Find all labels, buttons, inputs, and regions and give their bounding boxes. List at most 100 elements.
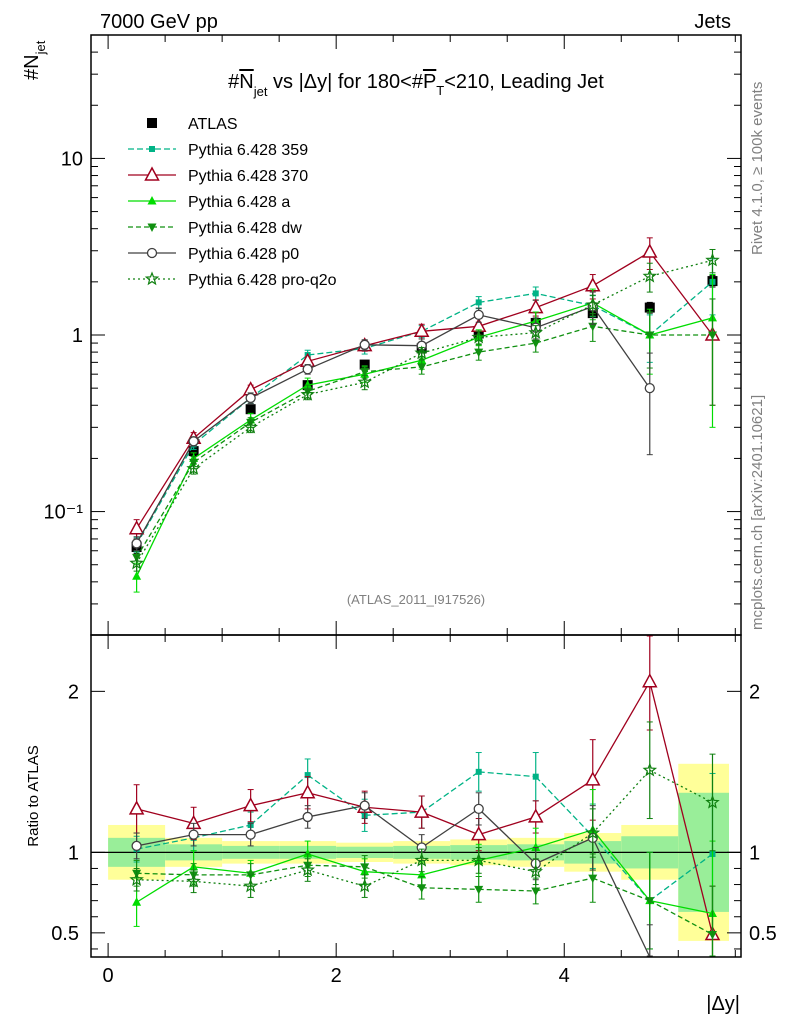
ratio-line-segment: [136, 837, 194, 850]
ratio-line-segment: [649, 900, 713, 915]
data-point: [642, 268, 658, 283]
ratio-data-point: [299, 784, 316, 799]
ratio-data-point: [531, 887, 541, 896]
legend-label: ATLAS: [188, 116, 238, 133]
ratio-line-segment: [193, 824, 251, 839]
ratio-line-segment: [307, 792, 365, 808]
ratio-line-segment: [592, 877, 651, 902]
chart-title: #Njet vs |Δy| for 180<#PT<210, Leading J…: [228, 71, 604, 99]
series-line: [136, 305, 651, 544]
data-point: [528, 325, 543, 339]
ratio-line-segment: [307, 869, 365, 887]
ratio-line-segment: [592, 837, 650, 957]
ratio-series-pythia-6-428-dw: [132, 851, 717, 957]
side-caption-mcplots: mcplots.cern.ch [arXiv:2401.10621]: [749, 395, 766, 630]
legend-marker: [144, 271, 160, 286]
data-point: [474, 348, 484, 358]
ratio-line-segment: [136, 872, 194, 876]
data-point: [532, 290, 539, 297]
legend-label: Pythia 6.428 359: [188, 142, 308, 159]
ratio-y-tick-label: 0.5: [51, 923, 79, 945]
data-point: [644, 302, 655, 313]
data-point: [417, 363, 427, 372]
x-tick-label: 4: [559, 965, 570, 987]
ratio-line-segment: [421, 859, 479, 876]
legend-entry-atlas: ATLAS: [147, 116, 238, 133]
ratio-line-segment: [364, 859, 422, 887]
ratio-data-point: [474, 885, 484, 895]
data-point: [585, 297, 601, 312]
ratio-line-segment: [478, 888, 536, 892]
ratio-data-point: [360, 863, 370, 872]
ratio-line-segment: [592, 835, 651, 902]
ratio-line-segment: [250, 774, 309, 826]
data-point: [131, 538, 142, 549]
main-y-tick-label: 10⁻¹: [44, 502, 84, 524]
ratio-line-segment: [250, 864, 308, 876]
data-point: [302, 364, 313, 375]
data-point: [531, 339, 541, 349]
legend-label: Pythia 6.428 dw: [188, 220, 302, 237]
ratio-line-segment: [250, 816, 308, 836]
legend-entry-pythia-6-428-p0: Pythia 6.428 p0: [128, 246, 299, 263]
ratio-data-point: [300, 862, 315, 877]
ratio-data-point: [131, 840, 142, 852]
ratio-line-segment: [592, 681, 651, 781]
ratio-data-point: [642, 762, 658, 777]
ratio-line-segment: [535, 832, 594, 873]
data-point: [129, 555, 144, 570]
ratio-line-segment: [592, 829, 651, 902]
ratio-line-segment: [136, 808, 194, 824]
ratio-data-point: [585, 825, 601, 840]
ratio-data-point: [413, 803, 430, 818]
ratio-line-segment: [478, 771, 536, 778]
ratio-series-pythia-6-428-pro-q2o: [129, 721, 720, 898]
ratio-line-segment: [421, 771, 480, 813]
side-caption-rivet: Rivet 4.1.0, ≥ 100k events: [749, 82, 766, 255]
ratio-data-point: [128, 800, 145, 815]
data-point: [414, 345, 429, 360]
ratio-data-point: [304, 772, 311, 779]
legend-entry-pythia-6-428-370: Pythia 6.428 370: [128, 166, 308, 185]
data-point: [243, 419, 258, 434]
ratio-line-segment: [250, 853, 308, 874]
ratio-data-point: [186, 873, 201, 888]
ratio-line-segment: [136, 866, 194, 903]
series-pythia-6-428-359: [133, 258, 716, 553]
legend-entry-pythia-6-428-pro-q2o: Pythia 6.428 pro-q2o: [128, 271, 337, 289]
ratio-y-tick-label: 2: [68, 681, 79, 703]
series-line: [136, 251, 714, 530]
ratio-line-segment: [649, 769, 713, 804]
legend-marker: [147, 223, 157, 232]
data-point: [475, 299, 482, 306]
ratio-line-segment: [535, 877, 593, 892]
ratio-data-point: [584, 771, 601, 786]
ratio-data-point: [417, 884, 427, 893]
legend-marker: [146, 247, 158, 259]
ratio-line-segment: [535, 776, 594, 837]
ratio-line-segment: [307, 853, 365, 873]
data-point: [132, 571, 142, 580]
main-panel: 10 1 10⁻¹: [44, 34, 742, 636]
ratio-data-point: [471, 852, 486, 867]
ratio-series-pythia-6-428-370: [128, 635, 721, 957]
x-tick-label: 2: [331, 965, 342, 987]
data-point: [300, 386, 315, 401]
ratio-line-segment: [535, 829, 593, 849]
legend-marker: [147, 118, 157, 128]
x-axis-label: |Δy|: [706, 993, 740, 1015]
ratio-data-point: [414, 852, 429, 867]
data-point: [644, 383, 655, 394]
ratio-line-segment: [307, 805, 365, 818]
main-y-tick-label: 10: [61, 148, 83, 170]
ratio-data-point: [243, 878, 258, 893]
data-point: [359, 359, 370, 370]
ratio-line-segment: [478, 846, 536, 862]
data-point: [645, 331, 655, 340]
ratio-plot-frame: [90, 634, 742, 958]
ratio-line-segment: [535, 837, 594, 865]
data-point: [413, 322, 430, 338]
ratio-data-point: [302, 811, 313, 823]
ratio-line-segment: [307, 774, 366, 816]
legend-entry-pythia-6-428-359: Pythia 6.428 359: [128, 142, 308, 159]
